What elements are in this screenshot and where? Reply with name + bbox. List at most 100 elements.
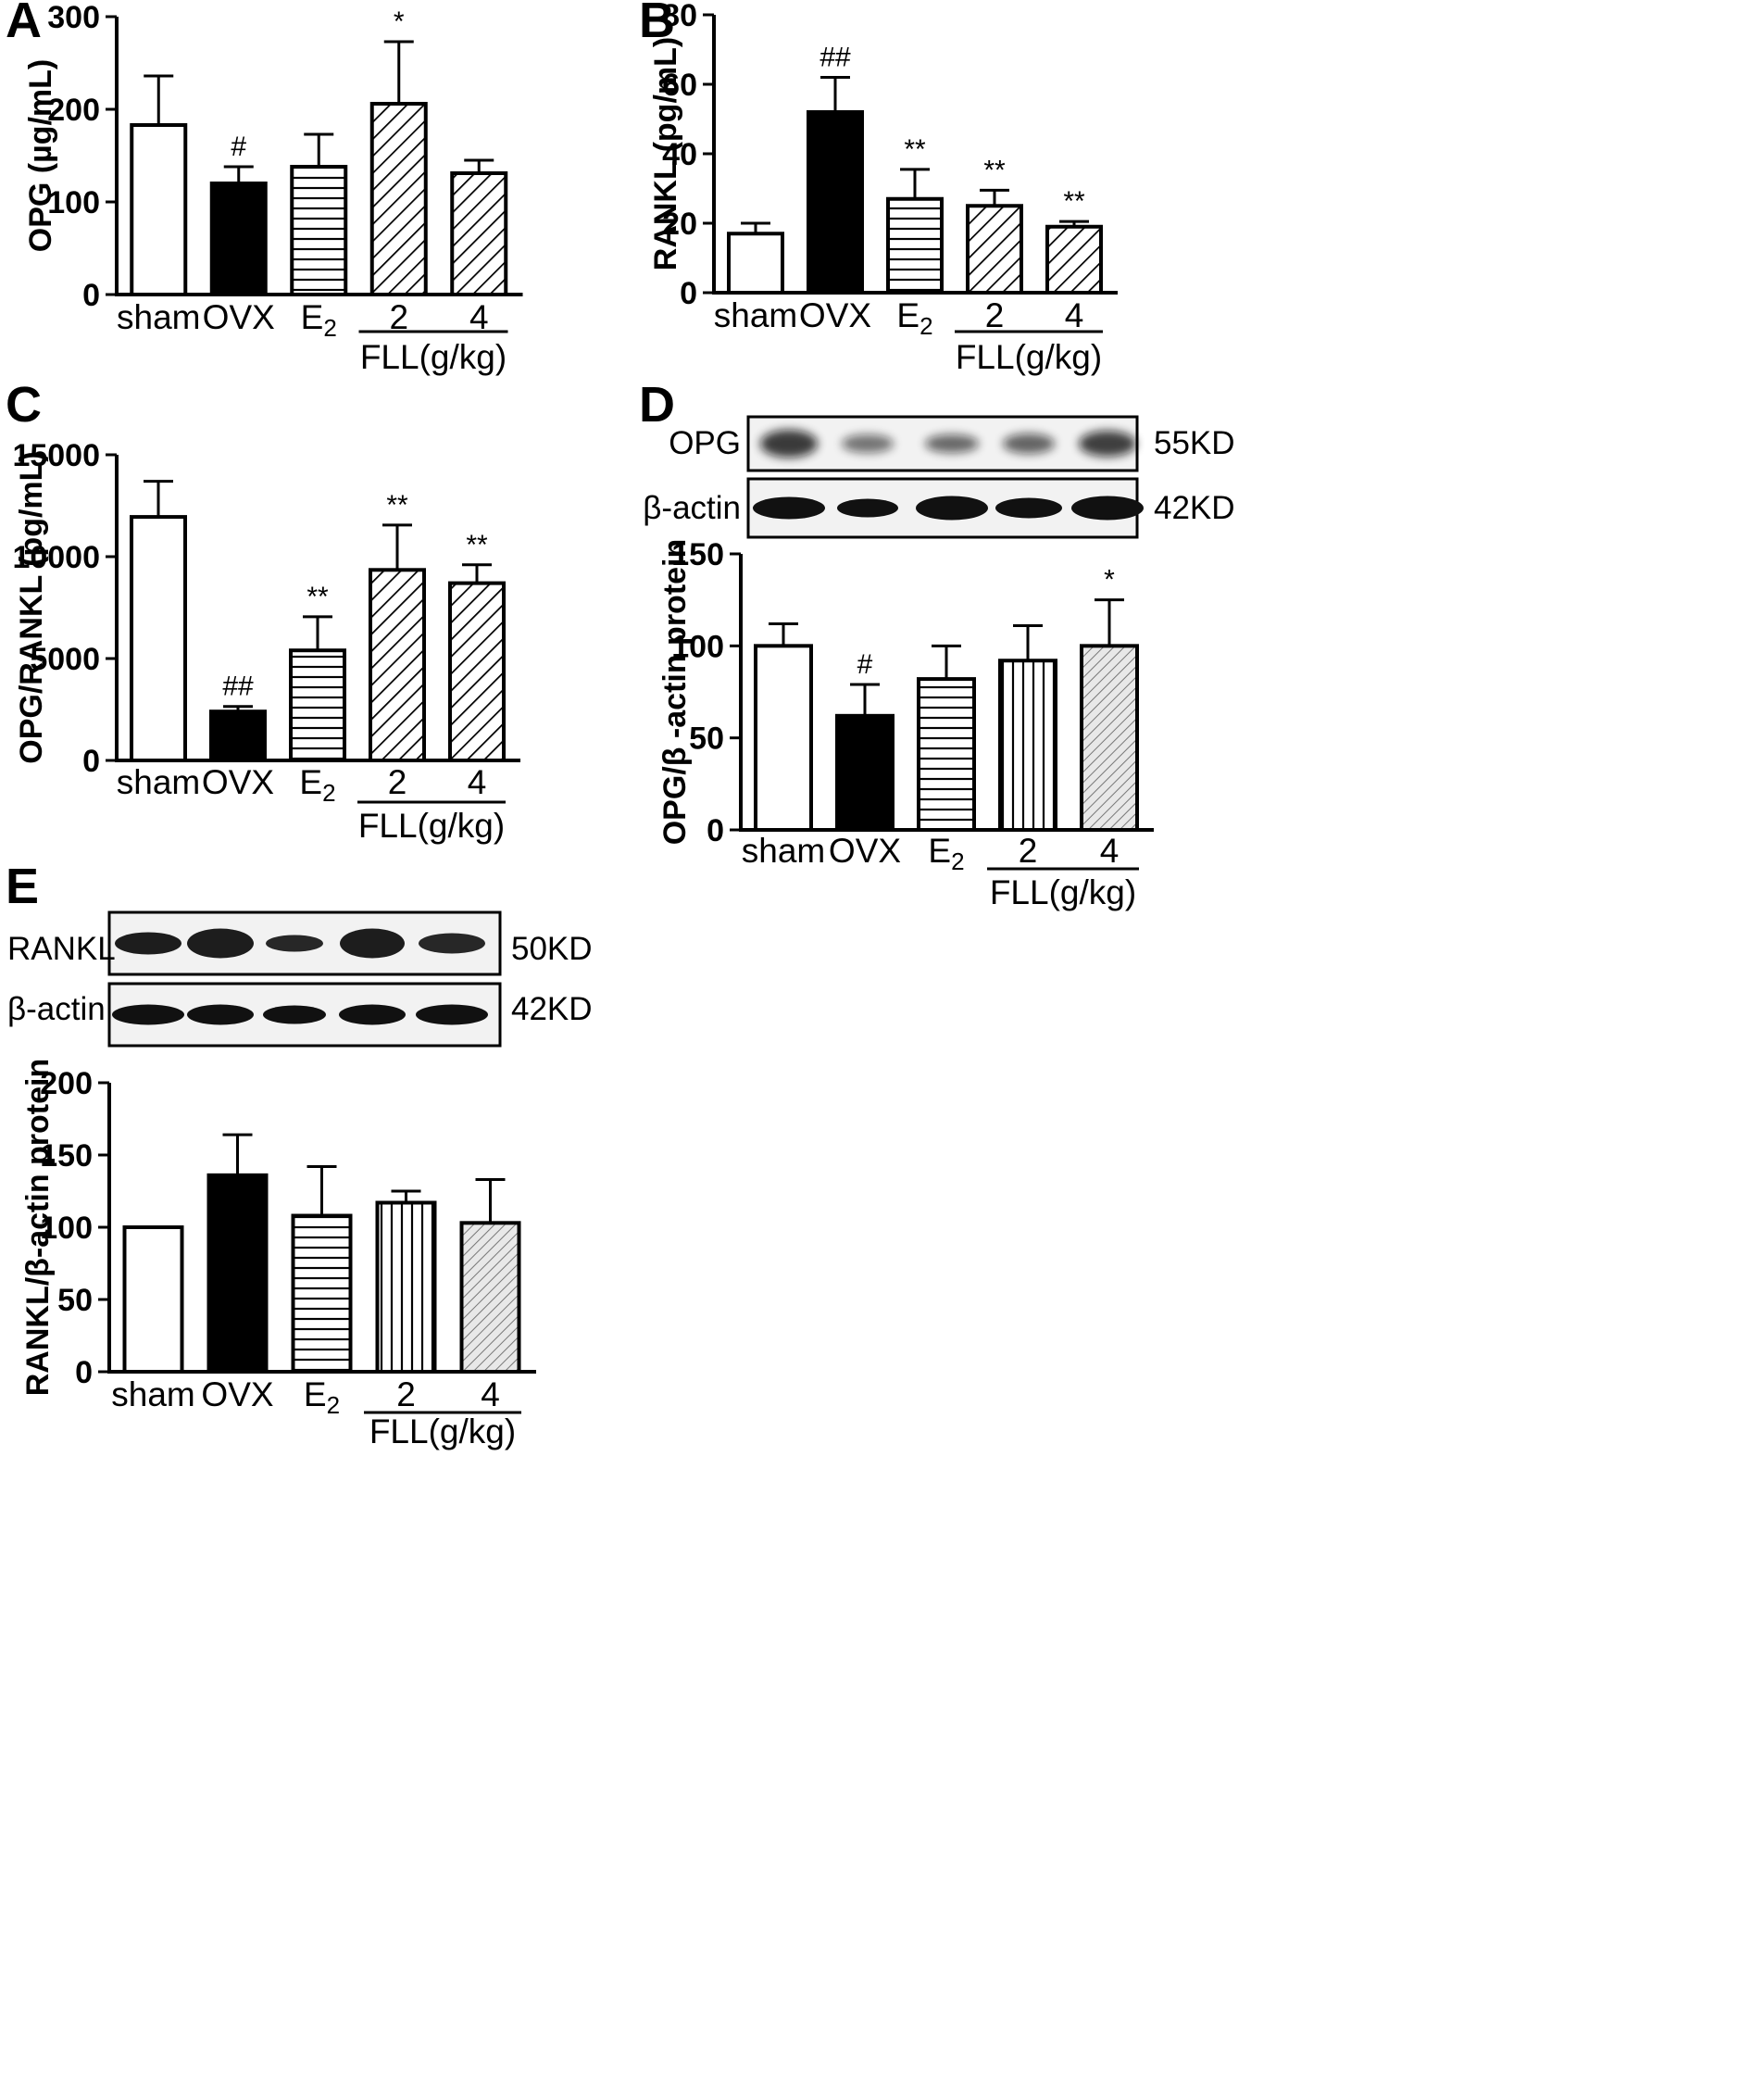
bar-E2 xyxy=(289,648,346,763)
panel-letter-D: D xyxy=(639,377,675,433)
y-tick-label: 20 xyxy=(662,207,697,242)
blot-band xyxy=(760,430,818,458)
bar-E2 xyxy=(886,196,944,295)
x-category-label: E2 xyxy=(304,1375,340,1419)
bar-sham xyxy=(130,123,188,296)
x-category-label: OVX xyxy=(799,296,871,334)
bar-2 xyxy=(966,204,1023,295)
x-category-label: E2 xyxy=(299,763,335,807)
y-tick-label: 100 xyxy=(671,629,724,664)
significance-mark: ## xyxy=(819,43,851,73)
blot-band xyxy=(842,434,894,453)
chart-panel-B: B 0 20 40 60 80 RANKL (pg/mL) sham ## OVX ** E2 ** 2 *… xyxy=(639,0,1118,376)
panel-letter-A: A xyxy=(6,0,42,48)
bar-OVX xyxy=(209,182,268,296)
x-category-label: 4 xyxy=(1100,832,1120,870)
significance-mark: * xyxy=(1104,565,1115,596)
bar-4 xyxy=(459,1221,521,1374)
panel-letter-C: C xyxy=(6,377,42,433)
y-tick-label: 300 xyxy=(47,0,100,35)
x-category-label: 4 xyxy=(469,298,489,336)
blot-band xyxy=(1071,496,1144,521)
x-category-label: 4 xyxy=(1065,296,1084,334)
bar-OVX xyxy=(835,713,895,832)
significance-mark: ** xyxy=(307,582,329,612)
bar-E2 xyxy=(290,165,348,296)
x-category-label: 2 xyxy=(388,763,407,801)
y-tick-label: 0 xyxy=(82,278,100,313)
bar-sham xyxy=(122,1225,184,1374)
blot-band xyxy=(339,1004,406,1025)
blot-band xyxy=(340,928,405,959)
x-category-label: 2 xyxy=(389,298,408,336)
bar-OVX xyxy=(206,1173,269,1374)
significance-mark: ** xyxy=(466,530,488,560)
x-category-label: 4 xyxy=(468,763,487,801)
chart-panel-E: E RANKL 50KD β-actin 42KD 0 50 100 150 200RANKL/β… xyxy=(6,859,593,1450)
blot-protein-label: OPG xyxy=(669,425,741,461)
blot-band xyxy=(916,496,988,521)
blot-band xyxy=(925,434,979,453)
significance-mark: ** xyxy=(983,155,1006,185)
western-blot-opg: OPG 55KD xyxy=(669,415,1235,472)
bar-2 xyxy=(375,1200,437,1374)
bar-2 xyxy=(369,102,428,296)
y-tick-label: 150 xyxy=(671,537,724,572)
group-label: FLL(g/kg) xyxy=(360,338,507,376)
x-category-label: sham xyxy=(117,763,200,801)
blot-band xyxy=(416,1004,488,1025)
significance-mark: # xyxy=(231,132,246,162)
significance-mark: ** xyxy=(386,490,408,521)
blot-size-label: 42KD xyxy=(511,991,593,1027)
blot-band xyxy=(187,1004,254,1025)
bar-sham xyxy=(130,515,187,762)
y-tick-label: 100 xyxy=(47,185,100,220)
x-category-label: sham xyxy=(742,832,825,870)
x-category-label: OVX xyxy=(203,298,275,336)
panel-letter-B: B xyxy=(639,0,675,48)
x-category-label: 4 xyxy=(481,1375,500,1413)
blot-band xyxy=(753,496,825,520)
chart-panel-A: A 0 100 200 300 OPG (µg/mL) sham # OVX E2 * 2 4FLL(g… xyxy=(6,0,523,376)
x-category-label: OVX xyxy=(829,832,901,870)
significance-mark: * xyxy=(394,6,405,37)
significance-mark: ## xyxy=(222,672,254,702)
blot-protein-label: β-actin xyxy=(7,991,106,1027)
blot-band xyxy=(263,1005,326,1024)
x-category-label: E2 xyxy=(896,296,932,340)
blot-size-label: 55KD xyxy=(1154,425,1235,461)
y-tick-label: 15000 xyxy=(12,438,100,473)
y-axis-label: OPG/RANKL (pg/mL) xyxy=(14,451,49,763)
y-tick-label: 50 xyxy=(57,1283,93,1318)
x-category-label: OVX xyxy=(201,1375,273,1413)
blot-band xyxy=(995,497,1062,519)
group-label: FLL(g/kg) xyxy=(358,807,505,845)
blot-band xyxy=(1079,431,1136,457)
y-tick-label: 5000 xyxy=(30,642,100,677)
panel-letter-E: E xyxy=(6,859,39,914)
y-tick-label: 0 xyxy=(75,1355,93,1390)
blot-size-label: 42KD xyxy=(1154,490,1235,526)
bar-2 xyxy=(998,659,1057,833)
significance-mark: ** xyxy=(904,134,926,165)
significance-mark: ** xyxy=(1063,186,1085,217)
x-category-label: 2 xyxy=(396,1375,416,1413)
western-blot-actin: β-actin 42KD xyxy=(643,477,1235,539)
bar-4 xyxy=(1080,644,1139,832)
western-blot-actin: β-actin 42KD xyxy=(7,982,593,1048)
x-category-label: sham xyxy=(714,296,797,334)
y-tick-label: 0 xyxy=(680,276,697,311)
x-category-label: OVX xyxy=(202,763,274,801)
y-axis-label: RANKL (pg/mL) xyxy=(648,37,683,270)
y-tick-label: 60 xyxy=(662,68,697,103)
group-label: FLL(g/kg) xyxy=(956,338,1102,376)
blot-band xyxy=(187,928,254,959)
bar-OVX xyxy=(209,709,267,763)
bar-E2 xyxy=(291,1213,353,1375)
y-axis-label: OPG (µg/mL) xyxy=(23,59,58,252)
bar-sham xyxy=(754,644,813,832)
bar-E2 xyxy=(917,677,976,832)
x-category-label: sham xyxy=(117,298,200,336)
